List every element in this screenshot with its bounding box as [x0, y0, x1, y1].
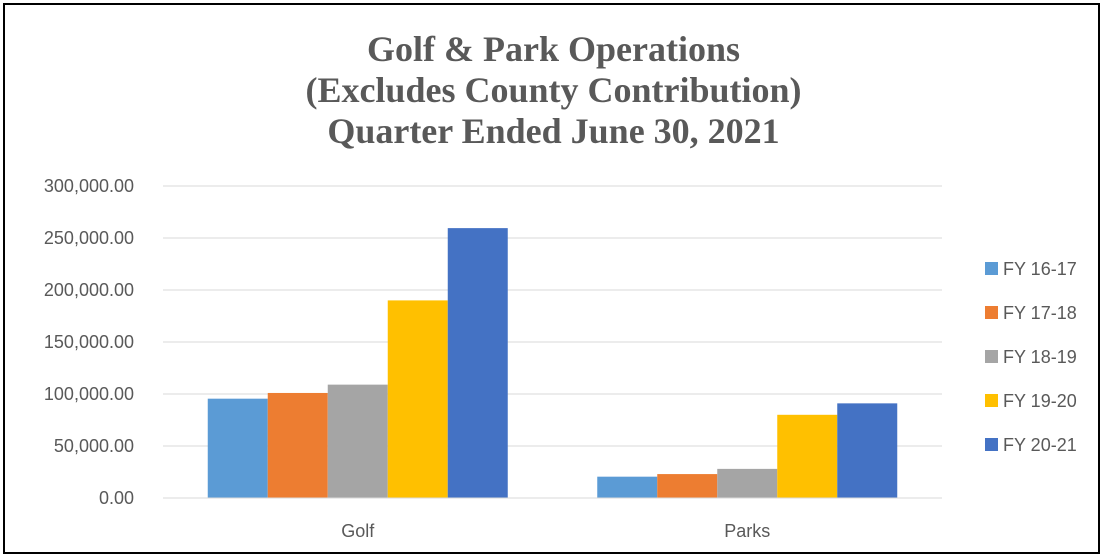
bar-parks-fy-17-18: [657, 474, 718, 498]
y-tick-label: 150,000.00: [44, 332, 134, 352]
bar-golf-fy-20-21: [447, 228, 508, 498]
chart-title-line-1: Golf & Park Operations: [367, 29, 740, 69]
y-tick-label: 250,000.00: [44, 228, 134, 248]
chart-title-line-2: (Excludes County Contribution): [305, 70, 802, 110]
bar-golf-fy-19-20: [387, 300, 448, 498]
legend-swatch: [985, 306, 998, 319]
bar-golf-fy-18-19: [327, 384, 388, 498]
legend-label: FY 16-17: [1003, 259, 1077, 279]
bar-parks-fy-16-17: [597, 476, 658, 498]
chart-title-line-3: Quarter Ended June 30, 2021: [327, 111, 780, 151]
bar-golf-fy-16-17: [207, 398, 268, 498]
chart-title: Golf & Park Operations (Excludes County …: [5, 29, 1102, 152]
bar-parks-fy-20-21: [837, 403, 898, 498]
y-tick-label: 100,000.00: [44, 384, 134, 404]
bar-parks-fy-19-20: [777, 414, 838, 498]
legend-swatch: [985, 350, 998, 363]
legend-label: FY 20-21: [1003, 435, 1077, 455]
bar-parks-fy-18-19: [717, 468, 778, 498]
legend-label: FY 19-20: [1003, 391, 1077, 411]
legend-label: FY 18-19: [1003, 347, 1077, 367]
bar-golf-fy-17-18: [267, 392, 328, 498]
chart-frame: Golf & Park Operations (Excludes County …: [3, 3, 1100, 554]
y-tick-label: 300,000.00: [44, 176, 134, 196]
legend-swatch: [985, 394, 998, 407]
x-category-label: Parks: [724, 521, 770, 541]
y-tick-label: 0.00: [99, 488, 134, 508]
legend-label: FY 17-18: [1003, 303, 1077, 323]
legend-swatch: [985, 262, 998, 275]
y-tick-label: 50,000.00: [54, 436, 134, 456]
y-tick-label: 200,000.00: [44, 280, 134, 300]
legend-swatch: [985, 438, 998, 451]
x-category-label: Golf: [341, 521, 375, 541]
